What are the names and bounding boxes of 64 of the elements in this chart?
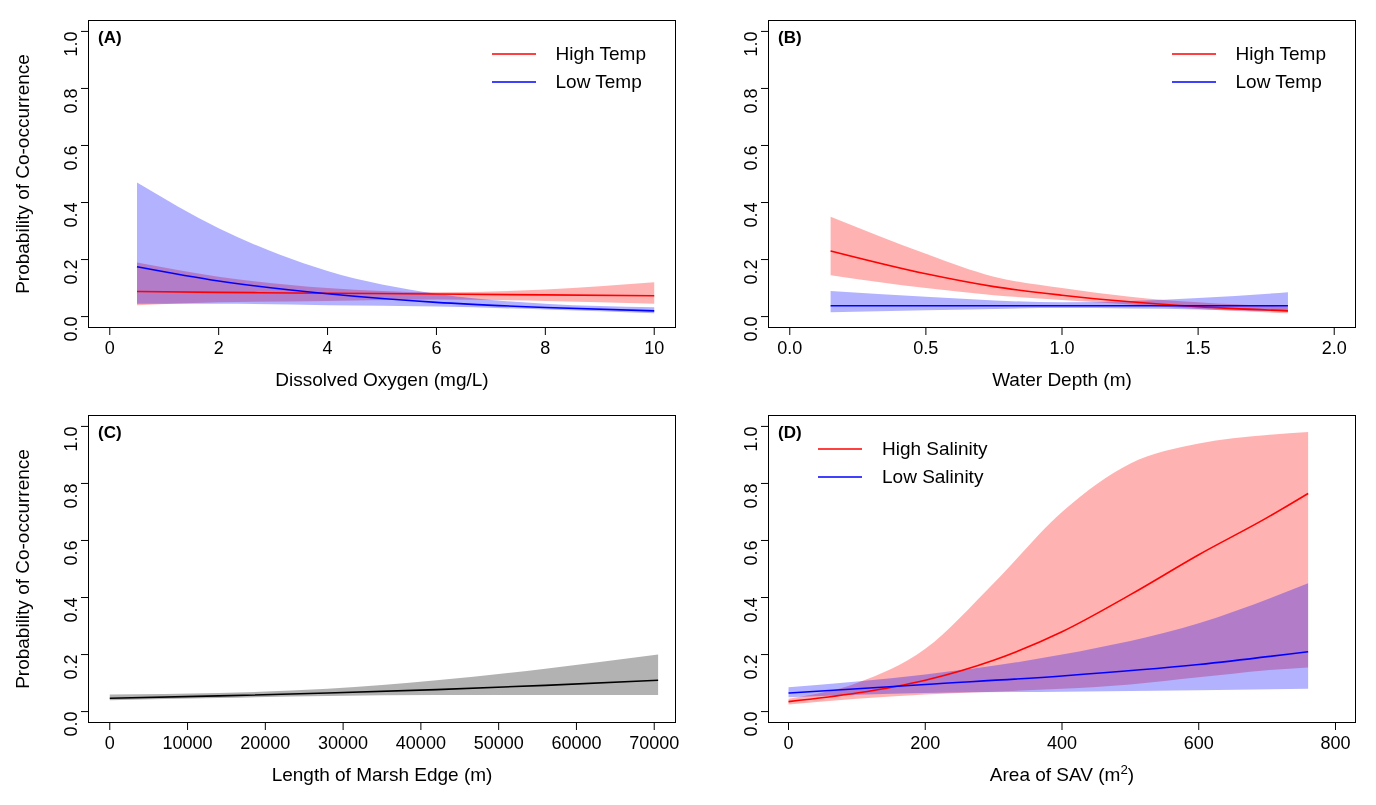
x-tick-label: 10 — [644, 337, 665, 358]
y-tick-label: 0.6 — [61, 145, 82, 171]
x-tick-label: 1.0 — [1049, 337, 1075, 358]
x-tick-label: 50000 — [473, 732, 524, 753]
x-tick-label: 6 — [431, 337, 442, 358]
legend-label: Low Temp — [1235, 71, 1322, 93]
text: (C) — [98, 423, 122, 443]
y-tick-label: 0.2 — [741, 259, 762, 285]
y-tick-label: 0.2 — [741, 654, 762, 680]
y-tick-label: 1.0 — [61, 426, 82, 452]
x-tick-label: 2 — [213, 337, 224, 358]
y-tick-label: 0.0 — [61, 316, 82, 342]
y-axis-title: Probability of Co-occurrence — [12, 54, 34, 294]
x-tick-label: 20000 — [240, 732, 291, 753]
text: (B) — [778, 28, 802, 48]
x-tick-label: 400 — [1046, 732, 1078, 753]
y-tick-label: 0.4 — [741, 202, 762, 228]
text: (A) — [98, 28, 122, 48]
y-tick-label: 0.4 — [61, 597, 82, 623]
y-tick-label: 1.0 — [741, 31, 762, 57]
x-axis-title: Water Depth (m) — [992, 369, 1132, 390]
x-tick-label: 0.0 — [777, 337, 803, 358]
y-tick-label: 0.2 — [61, 654, 82, 680]
x-tick-label: 70000 — [629, 732, 680, 753]
x-tick-label: 600 — [1183, 732, 1214, 753]
y-tick-label: 0.4 — [61, 202, 82, 228]
legend-label: Low Salinity — [882, 466, 984, 488]
x-axis-title: Dissolved Oxygen (mg/L) — [275, 369, 489, 390]
y-tick-label: 0.6 — [61, 540, 82, 566]
y-tick-label: 0.6 — [741, 145, 762, 171]
x-tick-label: 0 — [104, 337, 115, 358]
y-tick-label: 0.6 — [741, 540, 762, 566]
y-axis-title: Probability of Co-occurrence — [12, 449, 34, 689]
legend-label: High Temp — [1235, 43, 1326, 65]
x-tick-label: 200 — [910, 732, 941, 753]
y-tick-label: 0.8 — [61, 483, 82, 509]
y-tick-label: 0.0 — [741, 316, 762, 342]
x-tick-label: 1.5 — [1185, 337, 1211, 358]
x-tick-label: 60000 — [551, 732, 602, 753]
x-tick-label: 30000 — [318, 732, 369, 753]
x-tick-label: 8 — [540, 337, 551, 358]
x-tick-label: 800 — [1320, 732, 1351, 753]
y-tick-label: 1.0 — [741, 426, 762, 452]
x-tick-label: 0 — [783, 732, 794, 753]
text: (D) — [778, 423, 802, 443]
legend-label: Low Temp — [555, 71, 642, 93]
legend-label: High Salinity — [882, 438, 988, 460]
x-tick-label: 10000 — [162, 732, 213, 753]
x-axis-title: Length of Marsh Edge (m) — [271, 764, 493, 785]
y-tick-label: 0.8 — [61, 88, 82, 114]
y-tick-label: 0.0 — [61, 711, 82, 737]
legend-label: High Temp — [555, 43, 646, 65]
y-tick-label: 0.8 — [741, 88, 762, 114]
x-tick-label: 0.5 — [913, 337, 939, 358]
x-axis-title: Area of SAV (m$^{2}$) — [989, 761, 1135, 785]
y-tick-label: 0.4 — [741, 597, 762, 623]
x-tick-label: 4 — [322, 337, 333, 358]
x-tick-label: 40000 — [395, 732, 446, 753]
x-tick-label: 0 — [104, 732, 115, 753]
x-tick-label: 2.0 — [1321, 337, 1347, 358]
y-tick-label: 0.2 — [61, 259, 82, 285]
y-tick-label: 1.0 — [61, 31, 82, 57]
y-tick-label: 0.8 — [741, 483, 762, 509]
y-tick-label: 0.0 — [741, 711, 762, 737]
